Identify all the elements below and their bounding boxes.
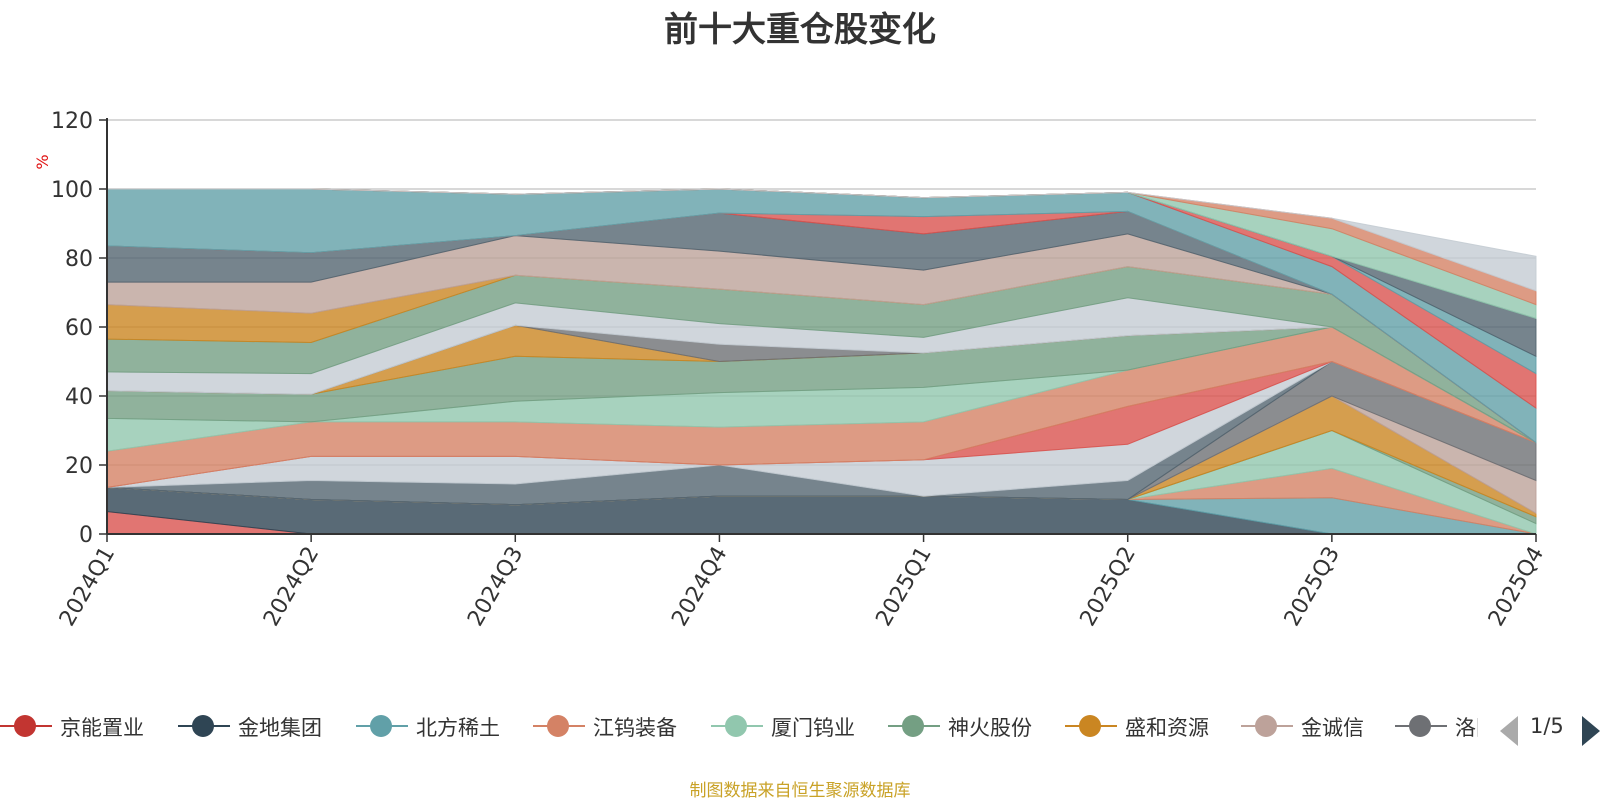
legend-circle-icon bbox=[192, 715, 214, 737]
legend-page-indicator: 1/5 bbox=[1530, 714, 1564, 738]
legend-circle-icon bbox=[1255, 715, 1277, 737]
legend-circle-icon bbox=[370, 715, 392, 737]
stacked-area-chart: 0 20 40 60 80 100 120 2024Q1 2024Q2 2024Q3 2024Q4 2… bbox=[33, 109, 1549, 631]
legend-label: 北方稀土 bbox=[416, 716, 500, 740]
y-tick-label: 60 bbox=[65, 316, 93, 341]
legend-circle-icon bbox=[14, 715, 36, 737]
legend-next-button[interactable] bbox=[1582, 716, 1600, 746]
legend-item[interactable]: 江钨装备 bbox=[533, 708, 713, 744]
legend-circle-icon bbox=[1079, 715, 1101, 737]
x-tick-label: 2025Q2 bbox=[1076, 543, 1141, 631]
legend-item[interactable]: 洛阳钼业 bbox=[1395, 708, 1478, 744]
x-tick-label: 2025Q3 bbox=[1280, 543, 1345, 631]
legend-item[interactable]: 神火股份 bbox=[888, 708, 1068, 744]
y-tick-label: 80 bbox=[65, 247, 93, 272]
y-tick-label: 100 bbox=[51, 178, 93, 203]
legend-circle-icon bbox=[725, 715, 747, 737]
x-tick-label: 2025Q1 bbox=[871, 543, 936, 631]
legend-label: 金诚信 bbox=[1301, 716, 1364, 740]
area-series bbox=[106, 188, 1537, 535]
x-tick-label: 2024Q3 bbox=[463, 543, 528, 631]
legend-item[interactable]: 金地集团 bbox=[178, 708, 358, 744]
chart-title: 前十大重仓股变化 bbox=[664, 10, 936, 50]
legend-label: 盛和资源 bbox=[1125, 716, 1209, 740]
legend-item[interactable]: 厦门钨业 bbox=[711, 708, 891, 744]
legend-pager: 1/5 bbox=[1500, 710, 1600, 746]
data-source-note: 制图数据来自恒生聚源数据库 bbox=[689, 781, 911, 801]
y-tick-label: 20 bbox=[65, 454, 93, 479]
legend-prev-button[interactable] bbox=[1500, 716, 1518, 746]
legend-label: 金地集团 bbox=[238, 716, 322, 740]
legend-circle-icon bbox=[547, 715, 569, 737]
legend: 京能置业 金地集团 北方稀土 江钨装备 厦门钨业 神火股份 盛和资源 金诚信 洛阳钼业 bbox=[0, 708, 1478, 744]
y-axis-unit-label: % bbox=[33, 154, 52, 169]
x-tick-label: 2024Q2 bbox=[259, 543, 324, 631]
legend-label: 厦门钨业 bbox=[771, 716, 855, 740]
x-tick-label: 2024Q4 bbox=[667, 543, 732, 631]
legend-circle-icon bbox=[1409, 715, 1431, 737]
area-series-29 bbox=[107, 188, 1537, 292]
legend-label: 洛阳钼业 bbox=[1455, 716, 1478, 740]
legend-item[interactable]: 金诚信 bbox=[1241, 708, 1421, 744]
legend-label: 京能置业 bbox=[60, 716, 144, 740]
y-tick-label: 40 bbox=[65, 385, 93, 410]
x-tick-label: 2024Q1 bbox=[55, 543, 120, 631]
legend-circle-icon bbox=[902, 715, 924, 737]
y-tick-label: 0 bbox=[79, 523, 93, 548]
x-tick-label: 2025Q4 bbox=[1484, 543, 1549, 631]
legend-label: 江钨装备 bbox=[593, 716, 677, 740]
y-tick-label: 120 bbox=[51, 109, 93, 134]
legend-label: 神火股份 bbox=[948, 716, 1032, 740]
legend-item[interactable]: 北方稀土 bbox=[356, 708, 536, 744]
legend-item[interactable]: 京能置业 bbox=[0, 708, 180, 744]
legend-item[interactable]: 盛和资源 bbox=[1065, 708, 1245, 744]
